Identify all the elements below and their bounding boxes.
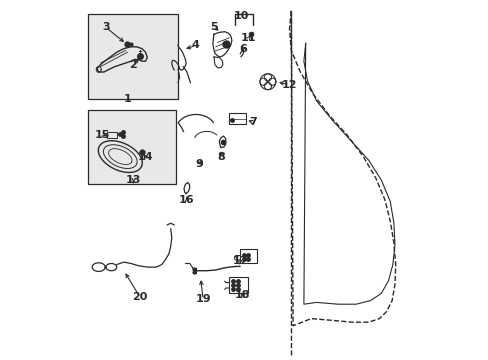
Text: 16: 16 [179, 195, 194, 205]
Text: 13: 13 [125, 175, 141, 185]
Bar [229, 277, 247, 293]
Text: 15: 15 [94, 130, 110, 140]
Text: 5: 5 [210, 22, 217, 32]
Text: 1: 1 [123, 94, 131, 104]
Text: 4: 4 [192, 40, 200, 50]
Bar [88, 110, 176, 184]
Text: 6: 6 [238, 44, 246, 54]
Text: 14: 14 [138, 152, 153, 162]
Text: 19: 19 [195, 294, 210, 304]
Text: 3: 3 [102, 22, 109, 32]
Bar [229, 113, 245, 124]
Text: 17: 17 [233, 256, 248, 266]
Text: 18: 18 [234, 290, 250, 300]
Text: 11: 11 [240, 33, 255, 43]
Text: 12: 12 [281, 80, 297, 90]
Text: 2: 2 [129, 60, 137, 70]
Bar [240, 249, 257, 263]
Text: 10: 10 [233, 11, 248, 21]
Text: 7: 7 [249, 117, 257, 127]
Text: 20: 20 [132, 292, 147, 302]
Bar [107, 132, 117, 138]
Text: 9: 9 [195, 159, 203, 169]
Text: 8: 8 [217, 152, 224, 162]
Bar [88, 14, 178, 99]
